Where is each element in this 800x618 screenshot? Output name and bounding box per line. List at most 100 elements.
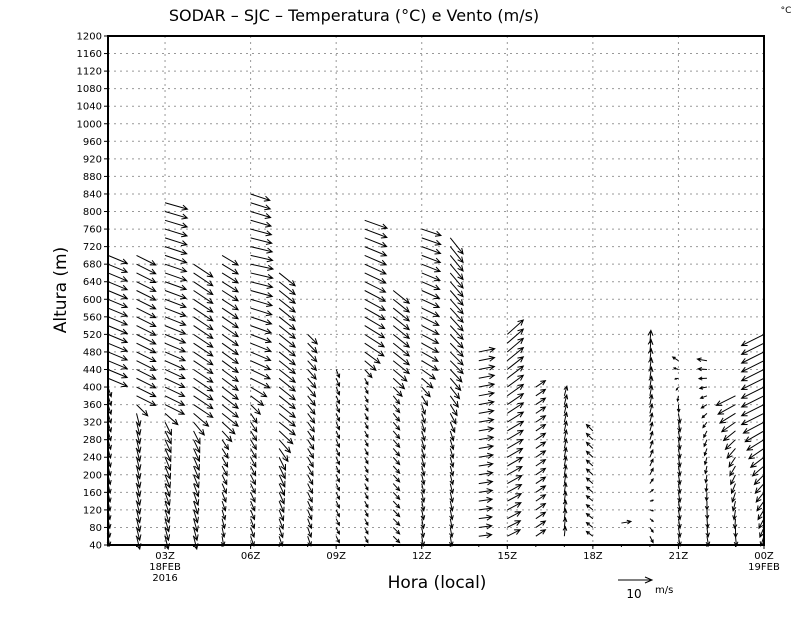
wind-vector	[756, 500, 765, 512]
wind-vector	[585, 530, 594, 537]
wind-vector	[278, 518, 284, 531]
wind-vector	[420, 483, 426, 495]
wind-vector	[676, 395, 680, 403]
wind-vector	[478, 452, 495, 459]
wind-vector	[449, 263, 464, 281]
corner-unit: °C	[781, 6, 792, 16]
wind-vector	[335, 483, 340, 492]
wind-vector	[250, 509, 256, 521]
wind-vector	[449, 404, 458, 417]
y-tick-label: 720	[83, 242, 102, 253]
wind-vector	[649, 439, 654, 449]
wind-vector	[136, 298, 157, 310]
wind-vector	[392, 430, 401, 440]
wind-column	[740, 333, 765, 547]
wind-vector	[449, 430, 455, 442]
reference-speed: 10	[626, 587, 641, 601]
wind-vector	[392, 307, 411, 322]
wind-vector	[421, 228, 443, 237]
wind-vector	[278, 386, 297, 401]
wind-vector	[250, 430, 258, 442]
wind-vector	[421, 246, 442, 255]
wind-vector	[307, 527, 313, 539]
y-tick-label: 1000	[77, 119, 102, 130]
wind-vector	[250, 360, 272, 371]
wind-vector	[192, 518, 199, 533]
wind-vector	[364, 395, 369, 404]
wind-vector	[135, 483, 142, 498]
wind-vector	[250, 492, 256, 503]
wind-vector	[307, 456, 314, 468]
wind-vector	[335, 509, 340, 518]
wind-vector	[647, 347, 654, 361]
y-tick-label: 200	[83, 470, 102, 481]
wind-column	[562, 385, 569, 537]
wind-vector	[250, 307, 273, 317]
wind-vector	[746, 439, 765, 451]
wind-vector	[421, 439, 426, 451]
wind-vector	[221, 509, 227, 521]
wind-vector	[164, 237, 188, 247]
wind-vector	[164, 377, 186, 389]
wind-vector	[392, 360, 411, 375]
wind-vector	[364, 246, 388, 257]
wind-vector	[250, 377, 271, 389]
wind-vector	[364, 448, 369, 456]
wind-column	[506, 319, 525, 537]
wind-vector	[563, 428, 568, 440]
wind-vector	[478, 382, 496, 389]
wind-vector	[648, 366, 654, 379]
wind-vector	[164, 369, 186, 380]
wind-vector	[563, 411, 569, 423]
wind-column	[696, 357, 711, 547]
wind-vector	[193, 465, 200, 480]
wind-vector	[364, 492, 369, 500]
wind-vector	[164, 342, 187, 353]
wind-vector	[720, 421, 736, 433]
wind-vector	[278, 307, 297, 322]
wind-vector	[221, 404, 239, 418]
wind-vector	[335, 448, 340, 457]
x-tick-label: 03Z	[155, 551, 175, 562]
wind-vector	[307, 509, 313, 521]
wind-vector	[278, 500, 285, 514]
wind-vector	[335, 421, 341, 431]
y-tick-label: 1080	[77, 84, 102, 95]
wind-vector	[507, 520, 522, 528]
wind-vector	[449, 360, 464, 375]
wind-vector	[392, 351, 411, 366]
wind-vector	[193, 412, 210, 427]
wind-vector	[704, 501, 710, 511]
wind-vector	[107, 290, 129, 300]
wind-vector	[250, 290, 274, 298]
wind-vector	[250, 413, 258, 424]
wind-vector	[364, 263, 387, 275]
wind-vector	[135, 457, 142, 472]
chart-title: SODAR – SJC – Temperatura (°C) e Vento (…	[169, 6, 539, 25]
y-tick-label: 760	[83, 225, 102, 236]
wind-vector	[740, 333, 765, 347]
y-tick-label: 680	[83, 260, 102, 271]
wind-vector	[677, 448, 682, 460]
wind-vector	[744, 430, 765, 443]
wind-vector	[307, 421, 316, 433]
wind-vector	[335, 430, 341, 440]
wind-vector	[135, 439, 142, 454]
wind-vector	[703, 430, 708, 439]
wind-vector	[278, 316, 297, 331]
wind-vector	[506, 328, 525, 344]
wind-vector	[107, 333, 129, 344]
y-tick-label: 400	[83, 383, 102, 394]
wind-vector	[164, 272, 188, 282]
wind-vector	[250, 395, 265, 407]
wind-vector	[364, 342, 385, 357]
wind-vector	[507, 493, 523, 502]
wind-vector	[705, 509, 710, 520]
x-axis-label: Hora (local)	[388, 573, 487, 593]
wind-vector	[364, 272, 387, 284]
wind-vector	[421, 325, 440, 335]
wind-vector	[478, 470, 494, 477]
wind-vector	[307, 448, 315, 460]
wind-vector	[562, 525, 568, 537]
wind-vector	[392, 527, 401, 535]
